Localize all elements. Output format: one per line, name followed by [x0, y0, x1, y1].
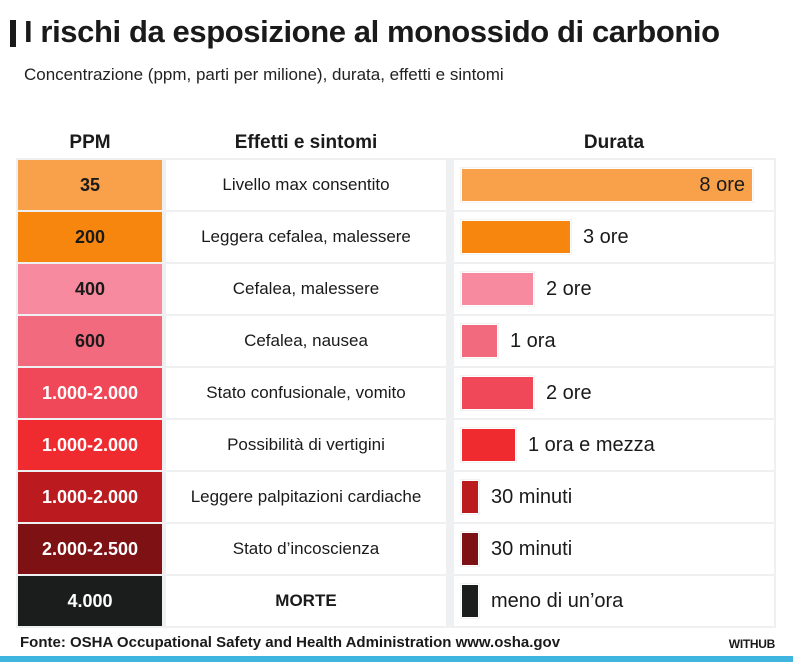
- duration-cell: 1 ora: [454, 316, 774, 366]
- title-accent-bar: [10, 20, 16, 47]
- duration-label: 1 ora e mezza: [528, 434, 655, 456]
- duration-label: meno di un’ora: [491, 590, 624, 612]
- duration-bar: [461, 272, 534, 306]
- duration-cell: meno di un’ora: [454, 576, 774, 626]
- ppm-cell: 400: [18, 264, 162, 314]
- duration-bar: [461, 324, 498, 358]
- effect-cell: Stato d’incoscienza: [166, 524, 446, 574]
- effect-cell: Cefalea, malessere: [166, 264, 446, 314]
- page-title: I rischi da esposizione al monossido di …: [24, 14, 720, 49]
- duration-cell: 3 ore: [454, 212, 774, 262]
- duration-cell: 2 ore: [454, 368, 774, 418]
- duration-bar: [461, 376, 534, 410]
- duration-bar: [461, 480, 479, 514]
- duration-label: 2 ore: [546, 382, 592, 404]
- effect-cell: Leggera cefalea, malessere: [166, 212, 446, 262]
- duration-cell: 2 ore: [454, 264, 774, 314]
- column-header-ppm: PPM: [69, 132, 111, 153]
- duration-label: 8 ore: [699, 174, 745, 196]
- effect-cell: Cefalea, nausea: [166, 316, 446, 366]
- ppm-cell: 1.000-2.000: [18, 472, 162, 522]
- duration-label: 3 ore: [583, 226, 629, 248]
- page-subtitle: Concentrazione (ppm, parti per milione),…: [24, 65, 504, 84]
- duration-cell: 30 minuti: [454, 472, 774, 522]
- column-header-duration: Durata: [583, 132, 645, 153]
- duration-bar: [461, 220, 571, 254]
- column-header-effects: Effetti e sintomi: [234, 132, 378, 153]
- ppm-cell: 35: [18, 160, 162, 210]
- ppm-cell: 1.000-2.000: [18, 420, 162, 470]
- brand-logo: WITHUB: [728, 637, 776, 651]
- duration-cell: 8 ore: [454, 160, 774, 210]
- effect-cell: Livello max consentito: [166, 160, 446, 210]
- duration-label: 1 ora: [510, 330, 556, 352]
- source-note: Fonte: OSHA Occupational Safety and Heal…: [20, 634, 561, 651]
- effect-cell: Possibilità di vertigini: [166, 420, 446, 470]
- effect-cell: Stato confusionale, vomito: [166, 368, 446, 418]
- duration-bar: [461, 532, 479, 566]
- duration-bar: [461, 584, 479, 618]
- duration-bar: [461, 428, 516, 462]
- ppm-cell: 600: [18, 316, 162, 366]
- duration-cell: 30 minuti: [454, 524, 774, 574]
- duration-bar: [461, 168, 753, 202]
- duration-cell: 1 ora e mezza: [454, 420, 774, 470]
- ppm-cell: 2.000-2.500: [18, 524, 162, 574]
- ppm-cell: 1.000-2.000: [18, 368, 162, 418]
- effect-cell: Leggere palpitazioni cardiache: [166, 472, 446, 522]
- ppm-cell: 4.000: [18, 576, 162, 626]
- duration-label: 30 minuti: [491, 486, 573, 508]
- duration-label: 2 ore: [546, 278, 592, 300]
- ppm-cell: 200: [18, 212, 162, 262]
- effect-cell: MORTE: [166, 576, 446, 626]
- bottom-strip: [0, 656, 793, 662]
- column-separator: [448, 158, 454, 628]
- duration-label: 30 minuti: [491, 538, 573, 560]
